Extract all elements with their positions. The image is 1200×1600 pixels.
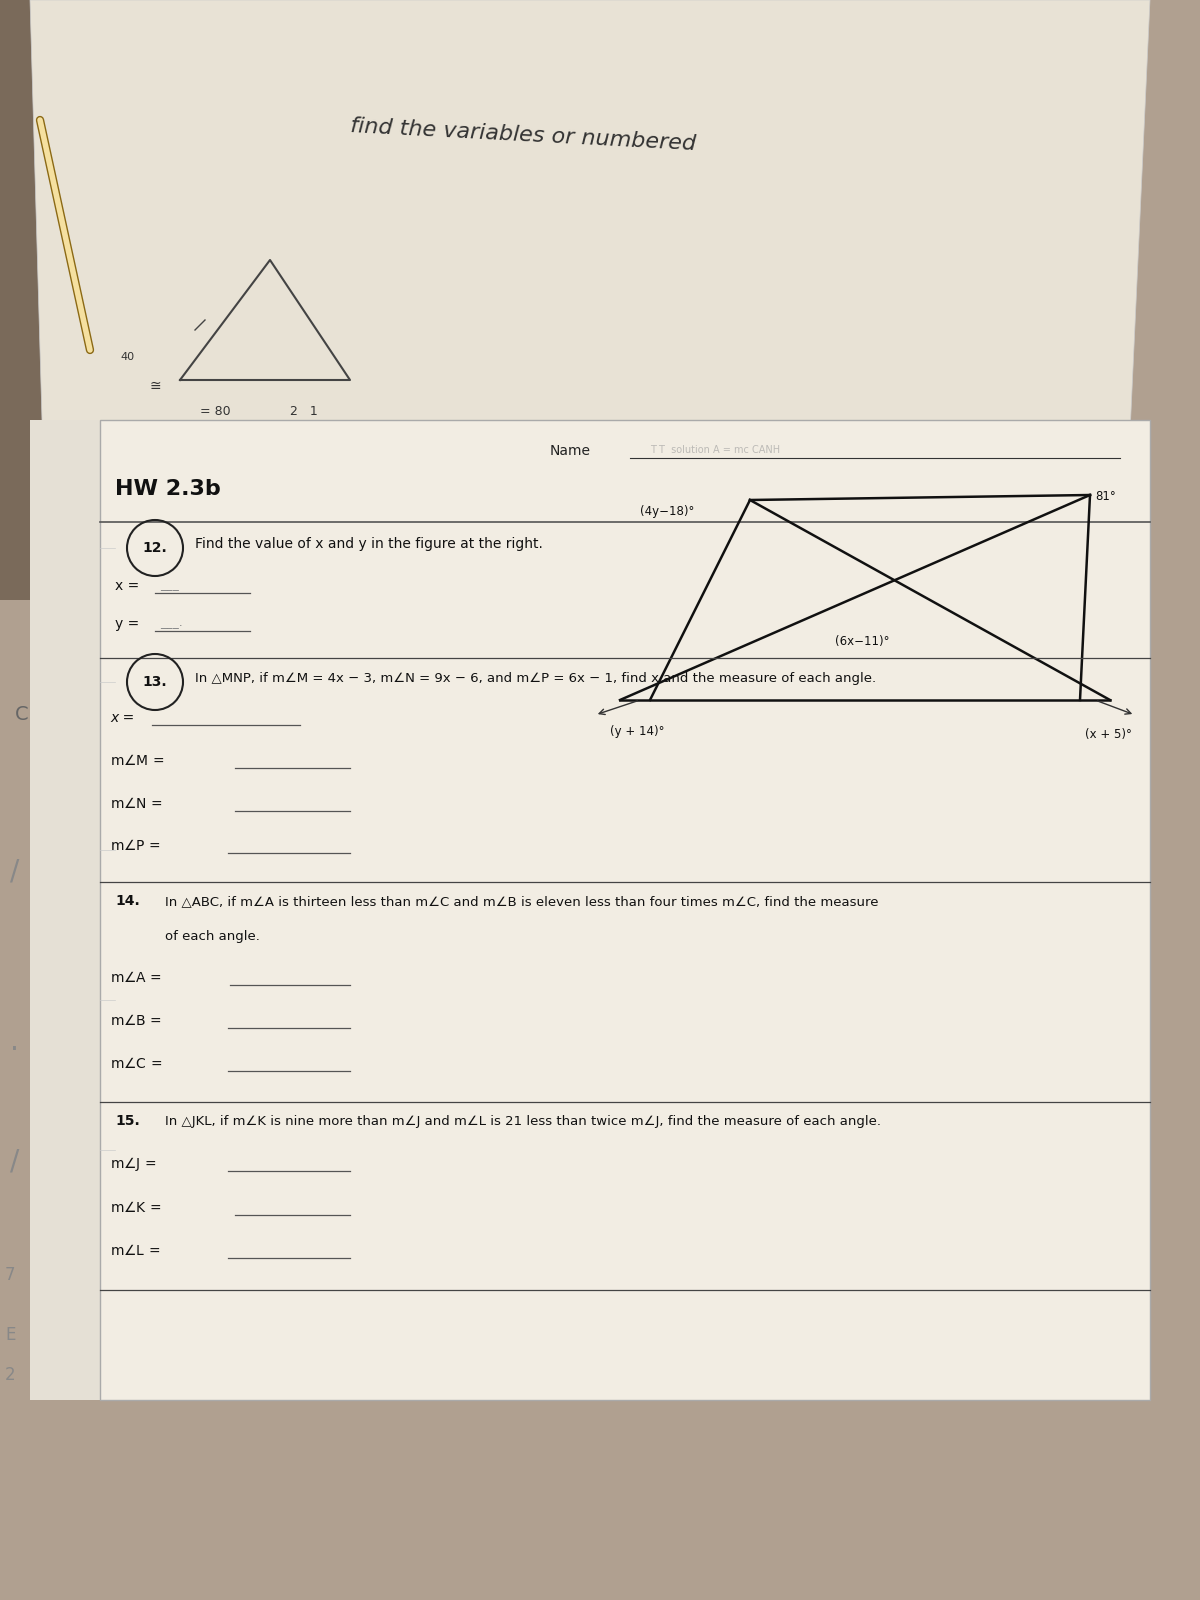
Polygon shape [0, 0, 400, 600]
Text: x =: x = [115, 579, 144, 594]
Text: x =: x = [110, 710, 134, 725]
Text: 2   1: 2 1 [290, 405, 318, 418]
Text: y =: y = [115, 618, 144, 630]
Text: 13.: 13. [143, 675, 167, 690]
Text: Name: Name [550, 443, 592, 458]
Text: C: C [14, 706, 29, 723]
Text: m$\angle$B =: m$\angle$B = [110, 1013, 163, 1029]
Text: ___.: ___. [160, 616, 182, 629]
Text: (x + 5)°: (x + 5)° [1085, 728, 1132, 741]
Text: ___: ___ [160, 578, 179, 590]
Text: E: E [5, 1326, 16, 1344]
Text: m$\angle$L =: m$\angle$L = [110, 1243, 162, 1258]
Text: 81°: 81° [1096, 490, 1116, 502]
Text: find the variables or numbered: find the variables or numbered [350, 115, 697, 154]
Text: m$\angle$A =: m$\angle$A = [110, 970, 163, 986]
Text: In △MNP, if m∠M = 4x − 3, m∠N = 9x − 6, and m∠P = 6x − 1, find x and the measure: In △MNP, if m∠M = 4x − 3, m∠N = 9x − 6, … [194, 672, 876, 685]
Text: m$\angle$M =: m$\angle$M = [110, 754, 166, 768]
FancyBboxPatch shape [100, 419, 1150, 1400]
Text: (y + 14)°: (y + 14)° [610, 725, 665, 738]
Text: m$\angle$J =: m$\angle$J = [110, 1155, 158, 1173]
Text: In △ABC, if m∠A is thirteen less than m∠C and m∠B is eleven less than four times: In △ABC, if m∠A is thirteen less than m∠… [166, 894, 878, 909]
Text: T T  solution A = mc CANH: T T solution A = mc CANH [650, 445, 780, 454]
Text: In △JKL, if m∠K is nine more than m∠J and m∠L is 21 less than twice m∠J, find th: In △JKL, if m∠K is nine more than m∠J an… [166, 1115, 881, 1128]
Text: of each angle.: of each angle. [166, 930, 260, 942]
Text: 2: 2 [5, 1366, 16, 1384]
Text: .: . [10, 1029, 19, 1056]
Text: 7: 7 [5, 1266, 16, 1283]
Text: /: / [10, 1149, 19, 1176]
Text: Find the value of x and y in the figure at the right.: Find the value of x and y in the figure … [194, 538, 542, 550]
Text: m$\angle$K =: m$\angle$K = [110, 1200, 163, 1214]
Text: 12.: 12. [143, 541, 167, 555]
Text: 40: 40 [120, 352, 134, 362]
Polygon shape [30, 0, 1150, 701]
Text: (4y−18)°: (4y−18)° [640, 506, 695, 518]
Text: ≅: ≅ [150, 379, 162, 394]
Text: m$\angle$C =: m$\angle$C = [110, 1056, 163, 1070]
Text: /: / [10, 858, 19, 886]
Text: HW 2.3b: HW 2.3b [115, 478, 221, 499]
Text: (6x−11)°: (6x−11)° [835, 635, 889, 648]
Text: 15.: 15. [115, 1114, 139, 1128]
Text: = 80: = 80 [200, 405, 230, 418]
FancyBboxPatch shape [30, 419, 120, 1400]
Text: m$\angle$P =: m$\angle$P = [110, 838, 162, 853]
Text: 14.: 14. [115, 894, 139, 909]
Text: m$\angle$N =: m$\angle$N = [110, 795, 164, 811]
